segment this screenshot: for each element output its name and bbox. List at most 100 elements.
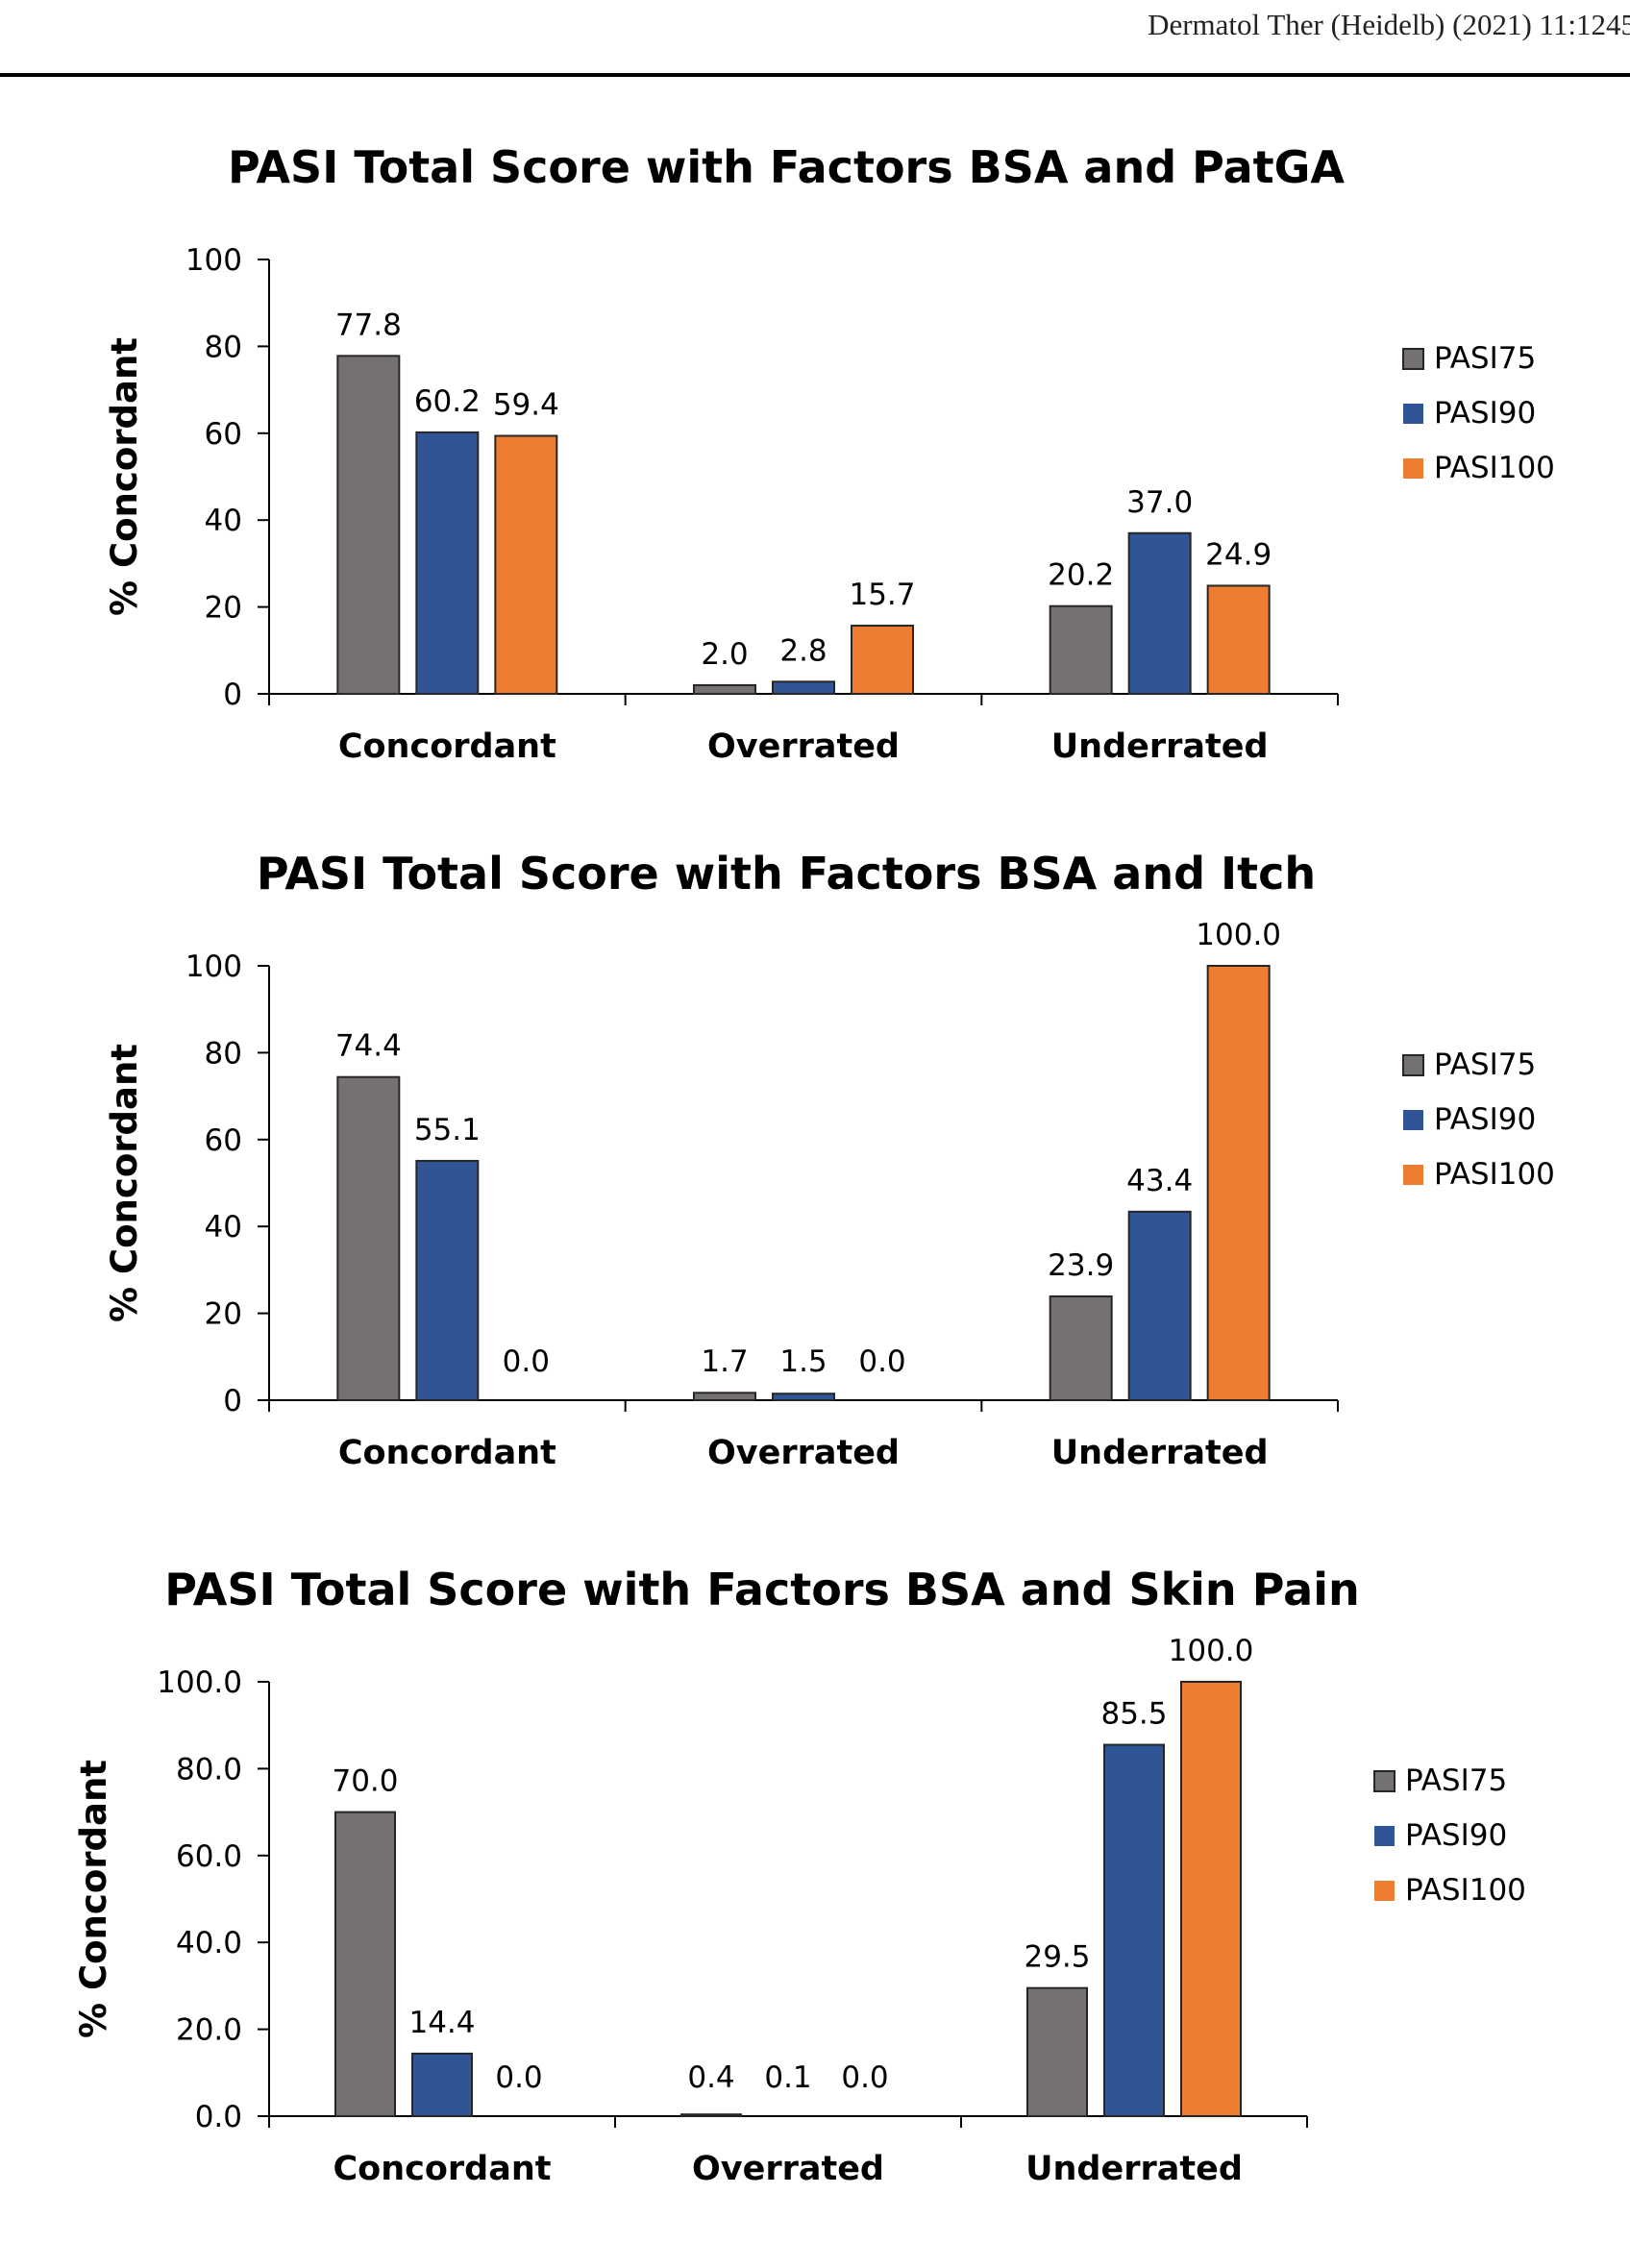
y-tick-label: 80.0 [176, 1752, 242, 1787]
legend-label-pasi75: PASI75 [1434, 1048, 1536, 1082]
bar-pasi75-concordant [334, 1811, 396, 2117]
legend-swatch-pasi100 [1374, 1881, 1395, 1901]
bar-pasi75-overrated [693, 1392, 756, 1401]
bar-pasi90-concordant [415, 431, 480, 695]
data-label: 0.0 [841, 2060, 888, 2095]
chart-itch: PASI Total Score with Factors BSA and It… [104, 848, 1555, 1472]
y-tick-label: 60 [205, 417, 242, 452]
x-category-label: Concordant [338, 1434, 556, 1472]
legend-label-pasi90: PASI90 [1434, 396, 1536, 431]
legend-swatch-pasi75 [1402, 348, 1424, 370]
y-tick-label: 100 [185, 243, 242, 278]
bar-pasi90-underrated [1103, 1743, 1165, 2117]
y-tick-label: 20.0 [176, 2013, 242, 2048]
y-tick-label: 100 [185, 949, 242, 984]
legend-label-pasi100: PASI100 [1405, 1873, 1526, 1908]
bar-pasi75-concordant [336, 355, 401, 695]
y-tick-label: 80 [205, 1036, 242, 1071]
data-label: 24.9 [1205, 537, 1272, 572]
legend-label-pasi100: PASI100 [1434, 1157, 1555, 1192]
bar-pasi75-underrated [1049, 604, 1113, 696]
bar-pasi75-concordant [336, 1075, 401, 1401]
bar-pasi90-overrated [772, 1393, 835, 1401]
legend-label-pasi75: PASI75 [1434, 341, 1536, 376]
data-label: 0.0 [495, 2060, 542, 2095]
bar-pasi100-underrated [1180, 1681, 1242, 2117]
data-label: 2.8 [779, 633, 827, 668]
bar-pasi75-overrated [680, 2113, 742, 2118]
bar-pasi75-overrated [693, 683, 756, 696]
legend-swatch-pasi90 [1403, 404, 1423, 424]
y-tick-label: 0.0 [195, 2100, 242, 2134]
y-tick-label: 40 [205, 1210, 242, 1245]
y-tick-label: 100.0 [157, 1665, 242, 1700]
x-category-label: Underrated [1051, 727, 1269, 766]
legend-swatch-pasi90 [1374, 1826, 1395, 1846]
x-category-label: Overrated [692, 2150, 884, 2188]
x-category-label: Concordant [338, 727, 556, 766]
y-tick-label: 60.0 [176, 1839, 242, 1874]
data-label: 100.0 [1169, 1634, 1254, 1668]
y-tick-label: 20 [205, 591, 242, 626]
data-label: 59.4 [493, 388, 559, 423]
y-axis-label: % Concordant [104, 337, 145, 616]
data-label: 0.0 [503, 1344, 550, 1379]
x-category-label: Underrated [1025, 2150, 1243, 2188]
data-label: 20.2 [1048, 558, 1114, 593]
chart-title: PASI Total Score with Factors BSA and Pa… [228, 141, 1345, 193]
data-label: 1.5 [779, 1344, 827, 1379]
y-tick-label: 0 [223, 1384, 242, 1418]
bar-pasi100-underrated [1206, 965, 1271, 1401]
data-label: 0.1 [764, 2060, 811, 2095]
data-label: 0.4 [687, 2060, 734, 2095]
bar-pasi90-concordant [415, 1159, 480, 1401]
legend-swatch-pasi90 [1403, 1110, 1423, 1130]
data-label: 60.2 [414, 384, 481, 419]
data-label: 29.5 [1024, 1940, 1090, 1975]
bar-pasi100-underrated [1206, 584, 1271, 695]
y-tick-label: 40.0 [176, 1926, 242, 1960]
data-label: 15.7 [849, 578, 915, 612]
legend-swatch-pasi100 [1403, 458, 1423, 479]
y-tick-label: 20 [205, 1297, 242, 1332]
bar-pasi90-overrated [772, 680, 835, 695]
chart-patga: PASI Total Score with Factors BSA and Pa… [104, 141, 1555, 766]
legend-swatch-pasi75 [1373, 1770, 1395, 1792]
y-axis-label: % Concordant [73, 1760, 114, 2038]
running-head-text: Dermatol Ther (Heidelb) (2021) 11:1245 [1148, 8, 1630, 41]
data-label: 70.0 [332, 1764, 398, 1799]
chart-title: PASI Total Score with Factors BSA and Sk… [164, 1564, 1359, 1615]
legend-label-pasi75: PASI75 [1405, 1763, 1507, 1798]
bar-pasi75-underrated [1049, 1294, 1113, 1401]
y-axis-label: % Concordant [104, 1044, 145, 1322]
x-category-label: Underrated [1051, 1434, 1269, 1472]
chart-skin-pain: PASI Total Score with Factors BSA and Sk… [73, 1564, 1526, 2188]
legend-swatch-pasi100 [1403, 1165, 1423, 1185]
data-label: 14.4 [408, 2006, 475, 2040]
bar-pasi90-underrated [1127, 1210, 1192, 1401]
bar-pasi100-overrated [851, 625, 914, 696]
data-label: 2.0 [701, 637, 748, 672]
legend-label-pasi90: PASI90 [1405, 1818, 1507, 1853]
bar-pasi75-underrated [1026, 1986, 1088, 2117]
y-tick-label: 60 [205, 1123, 242, 1158]
data-label: 100.0 [1196, 918, 1281, 952]
data-label: 1.7 [701, 1344, 748, 1379]
chart-title: PASI Total Score with Factors BSA and It… [257, 848, 1316, 900]
data-label: 43.4 [1126, 1164, 1193, 1198]
data-label: 23.9 [1048, 1248, 1114, 1283]
data-label: 74.4 [335, 1029, 402, 1064]
data-label: 85.5 [1100, 1697, 1167, 1732]
y-tick-label: 0 [223, 678, 242, 712]
data-label: 77.8 [335, 308, 402, 342]
x-category-label: Overrated [707, 1434, 900, 1472]
y-tick-label: 40 [205, 504, 242, 538]
x-category-label: Overrated [707, 727, 900, 766]
bar-pasi90-underrated [1127, 531, 1192, 696]
bar-pasi100-concordant [494, 434, 558, 695]
y-tick-label: 80 [205, 330, 242, 364]
bar-pasi90-concordant [411, 2052, 473, 2117]
running-head: Dermatol Ther (Heidelb) (2021) 11:1245 [0, 0, 1630, 77]
legend-swatch-pasi75 [1402, 1054, 1424, 1076]
data-label: 37.0 [1126, 485, 1193, 520]
